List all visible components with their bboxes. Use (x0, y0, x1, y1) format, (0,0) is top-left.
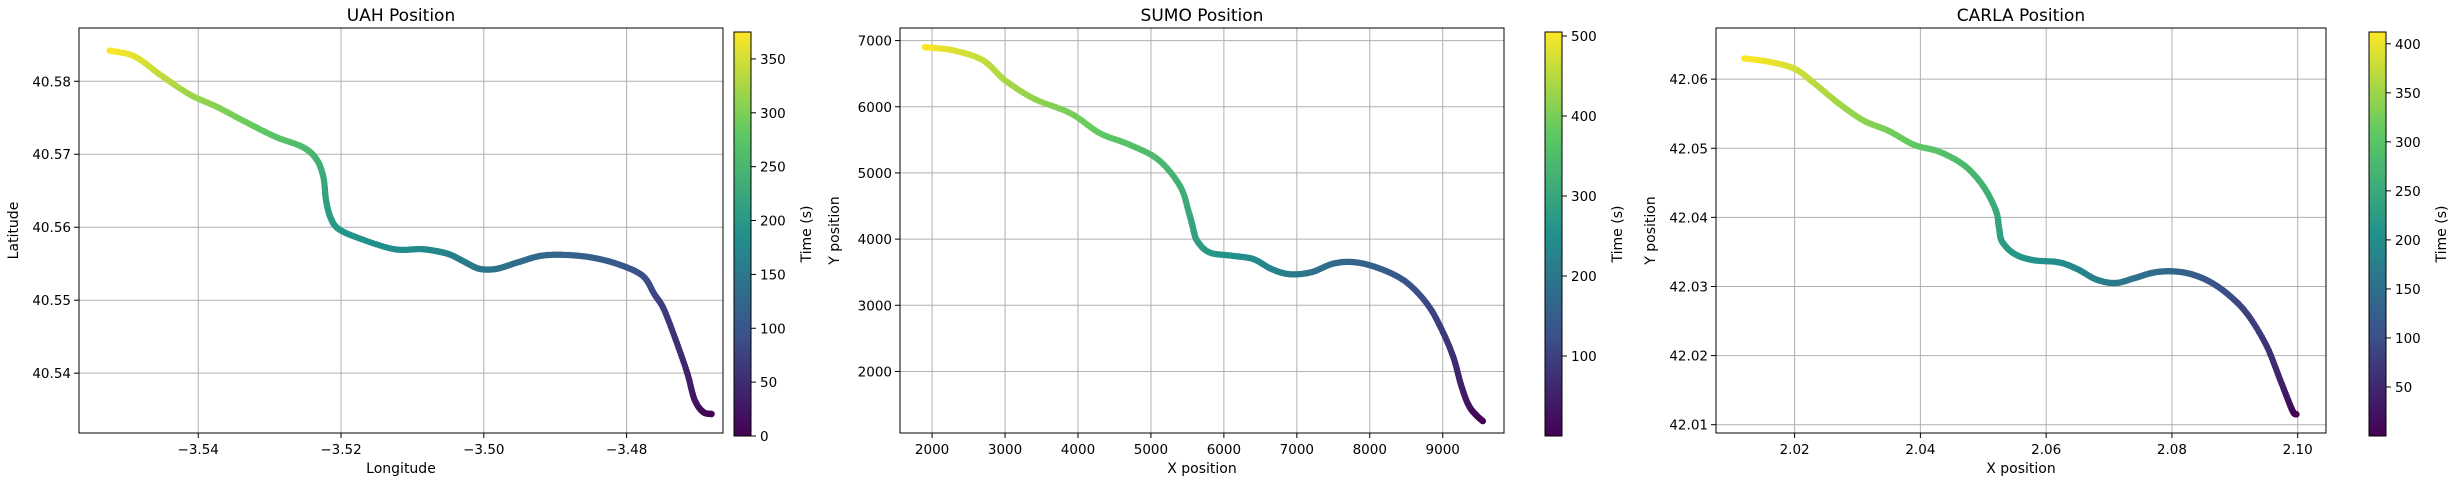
y-axis-label: Latitude (6, 202, 22, 260)
plot-frame (78, 27, 724, 434)
x-tick-label: 4000 (1061, 442, 1095, 458)
x-axis-label: X position (1167, 461, 1237, 477)
colorbar-tick-label: 0 (760, 429, 769, 445)
y-tick-label: 40.57 (32, 147, 71, 163)
y-tick-label: 42.01 (1669, 418, 1708, 434)
colorbar-tick-label: 400 (2395, 37, 2421, 53)
y-tick-label: 7000 (858, 34, 892, 50)
trajectory (921, 44, 1487, 425)
x-tick-label: 9000 (1426, 442, 1460, 458)
trajectory (1741, 55, 2300, 418)
y-axis-label: Y position (1643, 196, 1659, 265)
colorbar-gradient (2369, 32, 2386, 436)
x-axis-label: X position (1986, 461, 2056, 477)
colorbar-tick-label: 100 (2395, 331, 2421, 347)
chart-title: CARLA Position (1957, 6, 2085, 26)
y-tick-label: 4000 (858, 232, 892, 248)
x-tick-label: −3.50 (463, 442, 504, 458)
x-tick-label: 2.06 (2031, 442, 2061, 458)
colorbar-tick-label: 150 (760, 267, 786, 283)
chart-1: −3.54 −3.52 −3.50 −3.48 40.54 40.55 40.56 40.57… (6, 6, 815, 477)
x-tick-label: −3.48 (606, 442, 647, 458)
y-tick-label: 2000 (858, 364, 892, 380)
colorbar-tick-label: 300 (2395, 135, 2421, 151)
colorbar: 50 100 150 200 250 300 350 400 Time (s) (2368, 31, 2450, 437)
x-tick-label: 2.02 (1780, 442, 1810, 458)
y-tick-label: 42.04 (1669, 210, 1708, 226)
plot-frame (899, 27, 1505, 434)
colorbar-label: Time (s) (1610, 206, 1626, 264)
chart-2: 2000 3000 4000 5000 6000 7000 8000 9000 2000 3000… (827, 6, 1626, 477)
colorbar-label: Time (s) (799, 206, 815, 264)
y-tick-label: 40.55 (32, 293, 71, 309)
y-tick-label: 42.02 (1669, 349, 1708, 365)
y-tick-label: 42.03 (1669, 279, 1708, 295)
colorbar-tick-label: 300 (1571, 189, 1597, 205)
x-tick-label: 6000 (1207, 442, 1241, 458)
colorbar-gradient (1545, 32, 1562, 436)
trajectory (106, 47, 715, 418)
x-tick-label: 3000 (988, 442, 1022, 458)
data-point (708, 410, 715, 418)
x-tick-label: −3.54 (178, 442, 219, 458)
y-tick-label: 6000 (858, 100, 892, 116)
chart-title: SUMO Position (1141, 6, 1264, 26)
y-axis-label: Y position (827, 196, 843, 265)
y-tick-label: 40.58 (32, 74, 71, 90)
y-tick-label: 42.06 (1669, 72, 1708, 88)
y-tick-label: 3000 (858, 298, 892, 314)
x-axis-label: Longitude (366, 461, 436, 477)
colorbar-tick-label: 500 (1571, 29, 1597, 45)
colorbar: 0 50 100 150 200 250 300 350 Time (s) (733, 31, 815, 445)
colorbar-tick-label: 100 (1571, 349, 1597, 365)
colorbar-tick-label: 200 (760, 214, 786, 230)
y-tick-label: 40.56 (32, 220, 71, 236)
x-tick-label: 2000 (915, 442, 949, 458)
chart-title: UAH Position (347, 6, 455, 26)
x-tick-label: 7000 (1280, 442, 1314, 458)
y-tick-label: 42.05 (1669, 141, 1708, 157)
data-point (1479, 417, 1487, 425)
colorbar-tick-label: 350 (2395, 86, 2421, 102)
data-point (2293, 411, 2300, 418)
x-tick-label: 5000 (1134, 442, 1168, 458)
plot-frame (1715, 27, 2327, 434)
x-tick-label: −3.52 (320, 442, 361, 458)
colorbar-tick-label: 100 (760, 321, 786, 337)
colorbar-label: Time (s) (2434, 206, 2450, 264)
y-tick-label: 40.54 (32, 366, 71, 382)
colorbar-tick-label: 400 (1571, 109, 1597, 125)
colorbar-tick-label: 200 (1571, 269, 1597, 285)
colorbar-tick-label: 50 (760, 375, 777, 391)
x-tick-label: 8000 (1353, 442, 1387, 458)
x-tick-label: 2.04 (1905, 442, 1935, 458)
y-tick-label: 5000 (858, 166, 892, 182)
colorbar-tick-label: 350 (760, 52, 786, 68)
x-tick-label: 2.08 (2157, 442, 2187, 458)
colorbar-tick-label: 300 (760, 106, 786, 122)
colorbar: 100 200 300 400 500 Time (s) (1544, 29, 1626, 437)
colorbar-tick-label: 150 (2395, 282, 2421, 298)
chart-3: 2.02 2.04 2.06 2.08 2.10 42.01 42.02 42.03 42.04… (1643, 6, 2450, 477)
colorbar-frame (733, 31, 752, 437)
colorbar-gradient (734, 32, 751, 436)
colorbar-frame (1544, 31, 1563, 437)
colorbar-tick-label: 250 (760, 160, 786, 176)
colorbar-tick-label: 50 (2395, 380, 2412, 396)
x-tick-label: 2.10 (2283, 442, 2313, 458)
colorbar-tick-label: 200 (2395, 233, 2421, 249)
colorbar-frame (2368, 31, 2387, 437)
colorbar-tick-label: 250 (2395, 184, 2421, 200)
